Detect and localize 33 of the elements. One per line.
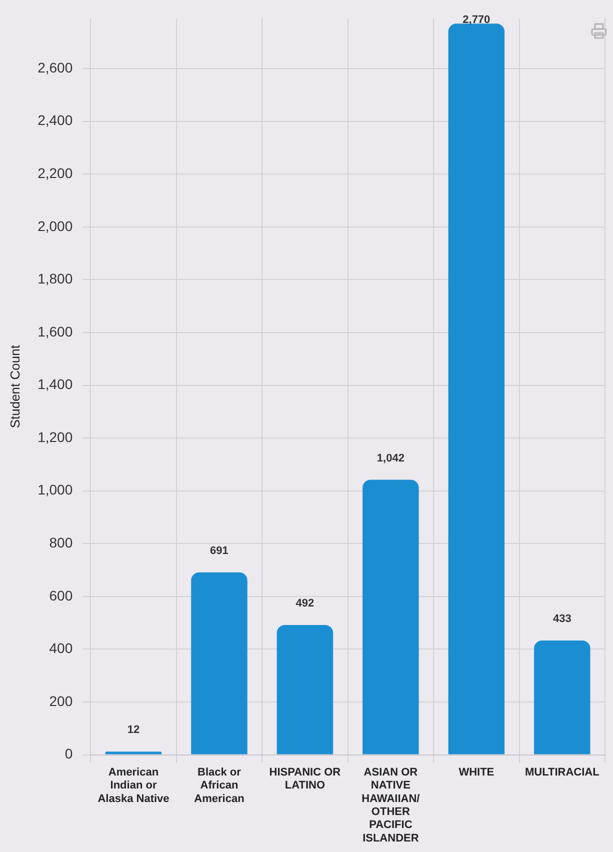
y-tick-label: 400: [49, 640, 73, 656]
x-tick-label: American Indian or Alaska Native: [98, 766, 170, 805]
y-tick-label: 1,000: [38, 482, 73, 498]
y-tick-label: 2,200: [38, 164, 73, 181]
data-label: 1,042: [376, 452, 404, 464]
y-tick-label: 1,800: [38, 270, 73, 287]
data-label: 2,770: [462, 14, 490, 26]
bar: [448, 24, 505, 754]
bar: [362, 480, 419, 754]
data-label: 691: [210, 544, 228, 557]
y-tick-label: 1,200: [38, 428, 73, 445]
x-tick-label: HISPANIC OR LATINO: [269, 766, 341, 792]
data-label: 492: [296, 597, 314, 610]
y-tick-label: 600: [49, 587, 73, 604]
x-tick-label: Black or African American: [194, 766, 245, 805]
x-tick-label: WHITE: [458, 766, 494, 778]
y-tick-label: 1,600: [38, 323, 73, 340]
x-tick-label: ASIAN OR NATIVE HAWAIIAN/ OTHER PACIFIC ISLANDER: [362, 766, 420, 844]
data-label: 433: [552, 613, 572, 626]
y-tick-label: 1,400: [38, 376, 73, 392]
bar: [191, 572, 248, 754]
y-tick-label: 800: [49, 534, 73, 551]
bar: [105, 752, 162, 754]
y-tick-label: 200: [49, 692, 73, 709]
y-tick-label: 2,000: [38, 218, 73, 234]
y-tick-label: 2,600: [38, 59, 73, 76]
y-axis-title: Student Count: [7, 344, 22, 428]
x-tick-label: MULTIRACIAL: [524, 766, 600, 778]
data-label: 12: [127, 724, 140, 736]
y-tick-label: 2,400: [38, 112, 73, 128]
y-tick-label: 0: [64, 746, 73, 762]
bar: [534, 640, 590, 754]
bar: [276, 624, 334, 754]
